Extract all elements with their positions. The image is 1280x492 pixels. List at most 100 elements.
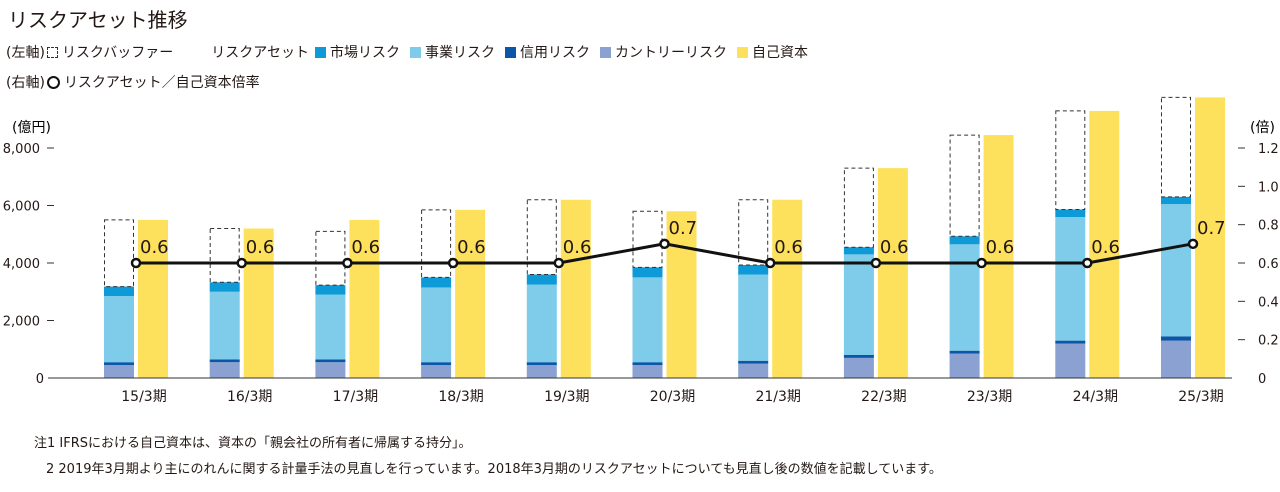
ratio-point — [447, 257, 459, 269]
risk-buffer-box — [421, 209, 452, 278]
x-tick-label: 23/3期 — [967, 389, 1012, 405]
business-risk-bar — [738, 274, 769, 361]
equity-bar — [1195, 97, 1225, 379]
ratio-point — [976, 257, 987, 269]
right-axis-tag: (右軸) — [6, 75, 45, 91]
risk-buffer-box — [843, 167, 874, 248]
business-risk-bar — [315, 294, 346, 360]
country-swatch — [599, 46, 611, 58]
ratio-point — [1187, 238, 1199, 250]
note-2: 2 2019年3月期より主にのれんに関する計量手法の見直しを行っています。201… — [46, 462, 942, 477]
legend-business-label: 事業リスク — [424, 45, 495, 61]
legend-market-label: 市場リスク — [329, 45, 400, 61]
business-risk-bar — [1161, 204, 1191, 337]
business-risk-bar — [1055, 217, 1086, 341]
risk-buffer-box — [1055, 110, 1086, 211]
equity-bar — [983, 135, 1014, 378]
business-risk-bar — [104, 296, 134, 363]
buffer-swatch — [46, 46, 58, 58]
credit-risk-bar — [315, 359, 346, 363]
legend-credit: 信用リスク — [504, 42, 600, 62]
market-risk-bar — [421, 277, 452, 288]
credit-risk-bar — [1055, 340, 1086, 344]
legend-equity: 自己資本 — [736, 42, 808, 62]
market-swatch — [314, 46, 326, 58]
business-risk-bar — [949, 244, 980, 351]
legend-country-label: カントリーリスク — [614, 45, 727, 61]
credit-risk-bar — [421, 362, 452, 366]
legend-country: カントリーリスク — [599, 42, 737, 62]
ratio-data-label: 0.6 — [140, 237, 169, 258]
left-tick-label: 6,000 — [3, 200, 40, 215]
ratio-data-label: 0.6 — [351, 237, 380, 258]
credit-risk-bar — [843, 355, 874, 358]
country-risk-bar — [104, 365, 134, 378]
x-tick-label: 17/3期 — [333, 389, 378, 405]
ratio-data-label: 0.7 — [669, 218, 698, 239]
x-tick-label: 16/3期 — [227, 389, 272, 405]
country-risk-bar — [949, 353, 980, 378]
x-tick-label: 20/3期 — [650, 389, 695, 405]
ratio-point — [553, 257, 565, 269]
market-risk-bar — [843, 247, 874, 255]
left-axis-unit: (億円) — [12, 120, 51, 136]
right-axis-unit: (倍) — [1250, 120, 1275, 136]
credit-risk-bar — [209, 359, 240, 363]
ratio-data-label: 0.6 — [986, 237, 1015, 258]
market-risk-bar — [526, 274, 557, 285]
legend-ratio-label: リスクアセット／自己資本倍率 — [63, 75, 260, 91]
ratio-data-label: 0.6 — [457, 237, 486, 258]
ratio-point — [764, 257, 776, 269]
right-tick-label: 1.2 — [1258, 142, 1279, 157]
ratio-point — [130, 257, 142, 269]
right-tick-label: 0.6 — [1258, 257, 1279, 272]
country-risk-bar — [843, 357, 874, 378]
equity-bar — [666, 211, 697, 378]
country-risk-bar — [738, 363, 769, 378]
left-tick-label: 4,000 — [3, 257, 40, 272]
right-tick-label: 0.8 — [1258, 219, 1279, 234]
right-tick-label: 1.0 — [1258, 180, 1279, 195]
country-risk-bar — [315, 362, 346, 378]
legend-row-left-axis: (左軸) リスクバッファー リスクアセット 市場リスク 事業リスク 信用リスク … — [6, 42, 808, 62]
ratio-data-label: 0.6 — [246, 237, 275, 258]
risk-buffer-box — [1161, 96, 1191, 198]
x-tick-label: 18/3期 — [438, 389, 483, 405]
risk-buffer-box — [738, 199, 769, 266]
equity-bar — [138, 219, 168, 378]
right-tick-label: 0.2 — [1258, 334, 1279, 349]
left-tick-label: 0 — [36, 372, 44, 387]
risk-buffer-box — [104, 219, 134, 288]
legend-risk-asset-group: リスクアセット — [211, 45, 309, 61]
credit-risk-bar — [949, 350, 980, 354]
legend-credit-label: 信用リスク — [519, 45, 590, 61]
business-risk-bar — [526, 284, 557, 363]
note-1: 注1 IFRSにおける自己資本は、資本の「親会社の所有者に帰属する持分」。 — [34, 436, 472, 451]
x-tick-label: 15/3期 — [121, 389, 166, 405]
equity-bar — [455, 209, 486, 378]
country-risk-bar — [526, 365, 557, 378]
ratio-point — [870, 257, 882, 269]
credit-risk-bar — [738, 360, 769, 364]
equity-bar — [243, 228, 274, 378]
ratio-data-label: 0.6 — [563, 237, 592, 258]
business-risk-bar — [421, 287, 452, 363]
x-tick-label: 22/3期 — [861, 389, 906, 405]
x-tick-label: 24/3期 — [1073, 389, 1118, 405]
market-risk-bar — [738, 265, 769, 275]
market-risk-bar — [1161, 196, 1191, 205]
risk-buffer-box — [949, 134, 980, 237]
ratio-data-label: 0.6 — [880, 237, 909, 258]
equity-bar — [1089, 110, 1120, 378]
ratio-data-label: 0.6 — [1091, 237, 1120, 258]
business-swatch — [409, 46, 421, 58]
ratio-marker-icon — [46, 75, 60, 89]
x-tick-label: 25/3期 — [1178, 389, 1223, 405]
country-risk-bar — [421, 365, 452, 378]
market-risk-bar — [949, 236, 980, 245]
credit-risk-bar — [526, 362, 557, 366]
right-tick-label: 0 — [1258, 372, 1266, 387]
ratio-point — [342, 257, 353, 269]
business-risk-bar — [209, 291, 240, 360]
credit-risk-bar — [1161, 336, 1191, 341]
